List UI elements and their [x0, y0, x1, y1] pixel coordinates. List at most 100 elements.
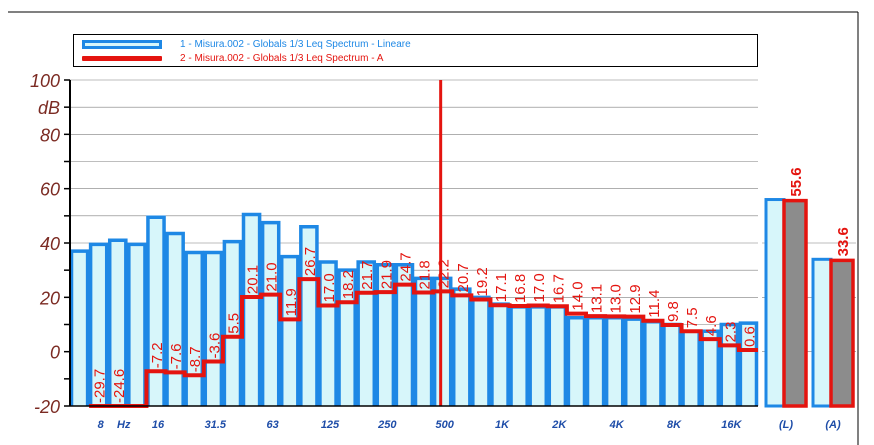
- total-bar-a: [782, 198, 808, 408]
- a-value-label: 19.2: [474, 267, 491, 296]
- bar-lineare-outline: [413, 276, 434, 406]
- a-value-label: 11.4: [646, 290, 663, 318]
- bar-lineare: [491, 304, 509, 406]
- a-value-label: -3.6: [206, 333, 223, 359]
- bar-lineare-outline: [432, 276, 453, 406]
- a-value-label: 16.7: [550, 274, 567, 303]
- a-value-label: -24.6: [111, 369, 128, 403]
- a-value-label: 16.8: [512, 274, 529, 303]
- bar-lineare-outline: [451, 287, 472, 406]
- bar-lineare: [568, 317, 585, 406]
- a-value-label: 13.1: [589, 284, 606, 313]
- bar-lineare: [549, 306, 566, 406]
- y-tick-label: 40: [40, 234, 60, 254]
- y-tick-label: 60: [40, 180, 60, 200]
- bar-lineare-outline: [700, 329, 721, 406]
- bar-lineare: [71, 251, 88, 406]
- a-value-label: 18.2: [340, 270, 357, 299]
- a-value-label: 7.5: [684, 307, 701, 328]
- bar-lineare: [606, 317, 623, 406]
- a-value-label: 26.7: [302, 247, 319, 276]
- bar-lineare-outline: [69, 249, 90, 406]
- bar-lineare: [167, 233, 184, 406]
- total-bar-lineare: [811, 257, 833, 408]
- bar-lineare: [663, 324, 681, 406]
- a-value-label: -29.7: [92, 369, 109, 403]
- bar-lineare-outline: [146, 215, 166, 406]
- bar-lineare: [377, 264, 394, 406]
- a-value-label: 21.9: [378, 260, 395, 289]
- bar-lineare: [625, 319, 642, 406]
- bar-lineare-outline: [184, 250, 205, 406]
- y-tick-label: 100: [30, 71, 60, 91]
- y-tick-label: 20: [39, 288, 60, 308]
- a-value-label: 17.0: [321, 273, 338, 302]
- bar-lineare-outline: [127, 242, 147, 406]
- legend: 1 - Misura.002 - Globals 1/3 Leq Spectru…: [73, 34, 758, 67]
- bar-lineare-outline: [279, 254, 300, 406]
- bar-lineare: [358, 262, 375, 406]
- bar-lineare: [434, 278, 451, 406]
- bar-lineare-outline: [337, 268, 357, 406]
- bar-lineare: [702, 331, 719, 406]
- bar-lineare: [396, 264, 413, 406]
- y-tick-label: -20: [34, 397, 60, 417]
- bar-lineare: [243, 214, 260, 406]
- x-tick-label: 2K: [551, 419, 567, 431]
- bar-lineare: [740, 323, 757, 406]
- bar-lineare-outline: [623, 317, 644, 406]
- total-a-value-label: 33.6: [835, 227, 852, 256]
- x-tick-label: 8: [98, 419, 105, 431]
- bar-lineare: [262, 222, 279, 406]
- a-value-label: 20.1: [245, 265, 262, 294]
- x-tick-label: 31.5: [205, 419, 227, 431]
- a-value-label: -7.2: [149, 342, 166, 368]
- total-bar-a: [829, 258, 855, 408]
- bar-lineare-outline: [203, 250, 224, 406]
- bar-lineare-outline: [165, 231, 185, 406]
- a-value-label: 20.7: [455, 263, 472, 292]
- bar-lineare: [511, 306, 528, 406]
- a-value-label: 5.5: [225, 313, 242, 334]
- bar-lineare-outline: [375, 262, 396, 406]
- a-value-label: 4.6: [703, 315, 720, 336]
- y-tick-label: 80: [40, 125, 60, 145]
- x-tick-label: 500: [435, 419, 454, 431]
- bar-lineare: [472, 297, 489, 406]
- a-value-label: 22.2: [436, 259, 453, 288]
- bar-lineare: [300, 226, 317, 406]
- legend-item-a: 2 - Misura.002 - Globals 1/3 Leq Spectru…: [82, 51, 383, 65]
- bar-lineare: [147, 217, 165, 406]
- bar-lineare: [683, 331, 700, 406]
- a-value-label: 12.9: [627, 284, 644, 313]
- bar-lineare-outline: [394, 262, 415, 406]
- bar-lineare-outline: [356, 260, 377, 406]
- a-value-label: -7.6: [168, 343, 185, 369]
- bar-lineare: [224, 241, 241, 406]
- a-value-label: 17.0: [531, 273, 548, 302]
- a-value-label: 21.7: [359, 261, 376, 290]
- bar-lineare: [186, 252, 203, 406]
- total-x-label: (A): [825, 419, 841, 431]
- legend-label-lineare: 1 - Misura.002 - Globals 1/3 Leq Spectru…: [180, 38, 411, 50]
- legend-swatch-a: [82, 55, 162, 61]
- legend-label-a: 2 - Misura.002 - Globals 1/3 Leq Spectru…: [180, 52, 384, 64]
- x-tick-label: 16: [152, 419, 165, 431]
- a-value-label: 14.0: [569, 281, 586, 310]
- bar-lineare-outline: [719, 322, 740, 406]
- bar-lineare-outline: [566, 315, 587, 406]
- bar-lineare: [530, 306, 547, 406]
- a-value-label: -8.7: [187, 346, 204, 372]
- legend-item-lineare: 1 - Misura.002 - Globals 1/3 Leq Spectru…: [82, 37, 411, 51]
- bar-lineare-outline: [107, 238, 128, 406]
- x-tick-label: 1K: [495, 419, 510, 431]
- x-tick-label: 4K: [609, 419, 625, 431]
- bar-lineare-outline: [318, 260, 338, 406]
- bar-lineare-outline: [738, 321, 759, 406]
- a-value-label: 21.0: [264, 262, 281, 291]
- series-a-line: [89, 277, 758, 408]
- bar-lineare: [415, 278, 432, 406]
- bar-lineare: [319, 262, 337, 406]
- y-axis-label: dB: [38, 98, 60, 118]
